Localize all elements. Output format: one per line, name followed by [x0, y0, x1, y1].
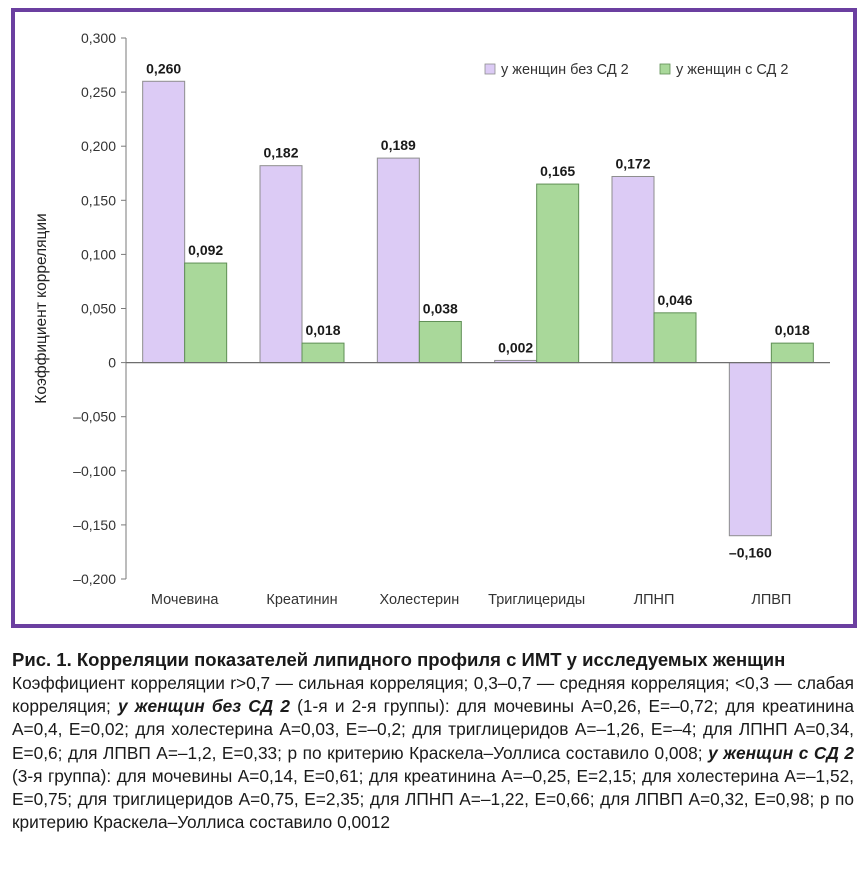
y-tick-label: 0,050 — [81, 301, 116, 317]
y-tick-label: –0,100 — [73, 463, 116, 479]
bar — [376, 157, 420, 364]
bar — [418, 320, 462, 364]
bar — [653, 312, 697, 364]
caption-group2-label: у женщин с СД 2 — [708, 742, 854, 763]
y-axis-title: Коэффициент корреляции — [33, 213, 50, 403]
y-tick-label: 0,200 — [81, 138, 116, 154]
y-tick-label: 0 — [108, 355, 116, 371]
legend-swatch — [484, 63, 496, 75]
caption-text-1: Коэффициент корреляции r>0,7 — сильная к… — [12, 673, 854, 717]
category-label: Мочевина — [151, 592, 219, 608]
data-label: 0,018 — [775, 322, 810, 338]
category-label: Креатинин — [266, 592, 337, 608]
legend-swatch — [659, 63, 671, 75]
data-label: 0,172 — [615, 155, 650, 171]
y-tick-label: –0,150 — [73, 517, 116, 533]
data-label: 0,092 — [188, 242, 223, 258]
category-label: Холестерин — [379, 592, 459, 608]
data-label: 0,038 — [423, 300, 458, 316]
y-tick-label: –0,050 — [73, 409, 116, 425]
category-label: ЛПВП — [751, 592, 791, 608]
bar — [259, 165, 303, 364]
bar — [536, 183, 580, 364]
bar — [770, 342, 814, 364]
caption-text-3: (3-я группа): для мочевины A=0,14, E=0,6… — [12, 765, 854, 833]
y-tick-label: –0,200 — [73, 571, 116, 587]
y-tick-label: 0,150 — [81, 192, 116, 208]
data-label: 0,002 — [498, 339, 533, 355]
chart-frame: 0,300 0,250 0,200 0,150 0,100 0,050 0 –0,050 –0,… — [11, 8, 857, 628]
data-label: 0,046 — [657, 292, 692, 308]
bar — [184, 262, 228, 364]
data-label: 0,260 — [146, 60, 181, 76]
bar-chart: 0,300 0,250 0,200 0,150 0,100 0,050 0 –0,050 –0,… — [33, 30, 830, 608]
data-label: 0,165 — [540, 163, 575, 179]
caption-body: Коэффициент корреляции r>0,7 — сильная к… — [12, 672, 854, 834]
y-tick-label: 0,300 — [81, 30, 116, 46]
bar — [301, 342, 345, 364]
bar — [728, 362, 772, 537]
data-label: 0,182 — [263, 145, 298, 161]
caption-text-2: (1-я и 2-я группы): для мочевины A=0,26,… — [12, 696, 854, 763]
y-tick-label: 0,100 — [81, 246, 116, 262]
legend-label: у женщин без СД 2 — [501, 62, 629, 78]
caption-group1-label: у женщин без СД 2 — [117, 696, 290, 717]
category-label: Триглицериды — [488, 592, 585, 608]
caption-title: Рис. 1. Корреляции показателей липидного… — [12, 649, 786, 670]
legend-label: у женщин с СД 2 — [676, 62, 788, 78]
data-label: –0,160 — [729, 545, 772, 561]
data-label: 0,189 — [381, 137, 416, 153]
figure-caption: Рис. 1. Корреляции показателей липидного… — [12, 648, 854, 834]
bar — [611, 175, 655, 364]
category-label: ЛПНП — [634, 592, 675, 608]
bar — [142, 80, 186, 364]
y-tick-label: 0,250 — [81, 84, 116, 100]
data-label: 0,018 — [305, 322, 340, 338]
